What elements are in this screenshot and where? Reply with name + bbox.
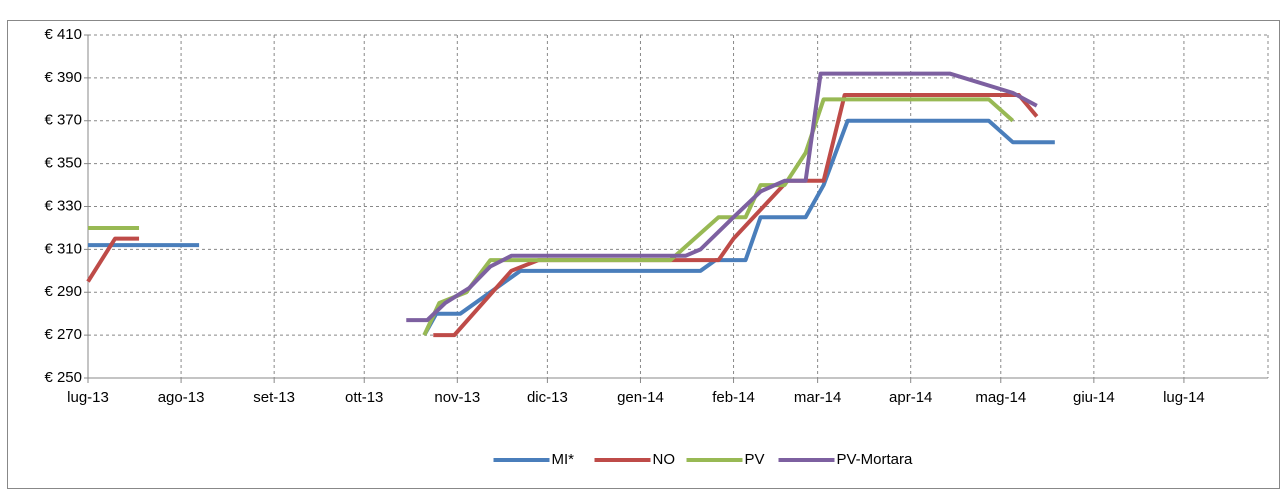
y-tick-label: € 270	[44, 326, 82, 343]
x-tick-label: lug-14	[1163, 389, 1205, 406]
legend-label: NO	[653, 451, 676, 468]
y-tick-label: € 310	[44, 240, 82, 257]
y-tick-label: € 370	[44, 112, 82, 129]
x-tick-label: gen-14	[617, 389, 664, 406]
legend-label: PV-Mortara	[837, 451, 914, 468]
y-tick-label: € 410	[44, 26, 82, 43]
x-tick-label: mag-14	[975, 389, 1026, 406]
x-tick-label: dic-13	[527, 389, 568, 406]
y-tick-label: € 250	[44, 369, 82, 386]
x-tick-label: ott-13	[345, 389, 383, 406]
x-tick-label: nov-13	[434, 389, 480, 406]
series-line	[88, 118, 1055, 337]
legend-label: PV	[745, 451, 765, 468]
x-tick-label: set-13	[253, 389, 295, 406]
series-line	[406, 71, 1038, 323]
y-tick-label: € 330	[44, 197, 82, 214]
y-tick-label: € 290	[44, 283, 82, 300]
x-tick-label: lug-13	[67, 389, 109, 406]
x-tick-label: feb-14	[712, 389, 755, 406]
legend-label: MI*	[552, 451, 575, 468]
y-tick-label: € 390	[44, 69, 82, 86]
x-tick-label: mar-14	[794, 389, 842, 406]
x-tick-label: apr-14	[889, 389, 932, 406]
x-tick-label: ago-13	[158, 389, 205, 406]
y-tick-label: € 350	[44, 155, 82, 172]
series-line	[86, 93, 1039, 338]
x-tick-label: giu-14	[1073, 389, 1115, 406]
